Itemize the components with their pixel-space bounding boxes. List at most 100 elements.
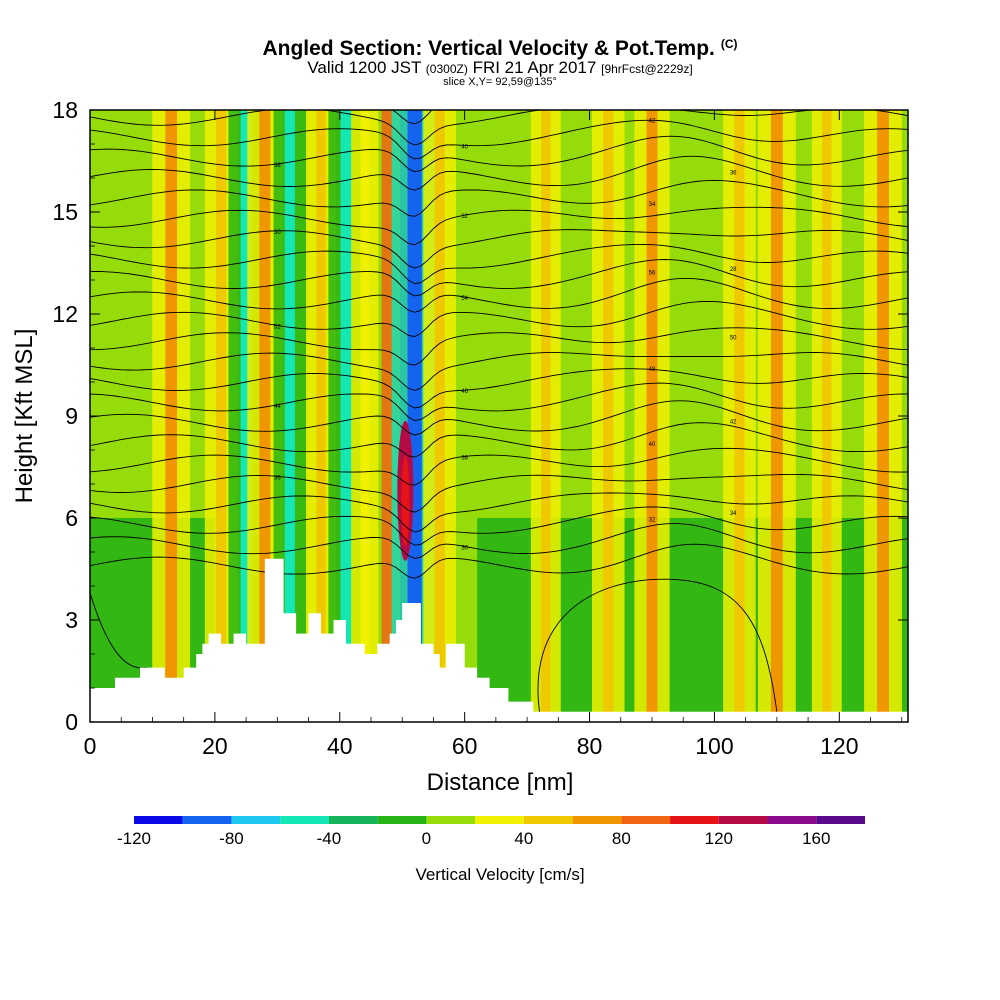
colorbar-tick-label: 160 xyxy=(802,829,830,848)
colorbar-label: Vertical Velocity [cm/s] xyxy=(415,865,585,884)
x-tick-label: 60 xyxy=(452,733,478,759)
isentrope-label: 40 xyxy=(461,144,468,150)
slice-label: slice X,Y= 92,59@135° xyxy=(443,76,557,88)
velocity-band xyxy=(407,110,422,722)
x-axis-label: Distance [nm] xyxy=(427,769,574,796)
isentrope-label: 30 xyxy=(274,230,281,236)
colorbar-tick-label: -40 xyxy=(317,829,342,848)
colorbar-tick-label: 120 xyxy=(705,829,733,848)
terrain-profile xyxy=(90,558,908,722)
isentrope-line xyxy=(90,447,908,486)
x-tick-label: 80 xyxy=(577,733,603,759)
velocity-band xyxy=(603,110,614,722)
isentrope-line xyxy=(90,229,908,269)
isentrope-line xyxy=(90,259,908,297)
isentrope-label: 56 xyxy=(649,271,656,277)
colorbar-swatch xyxy=(328,816,378,824)
isentrope-line xyxy=(90,352,908,391)
isentrope-label: 44 xyxy=(730,95,737,101)
velocity-band xyxy=(434,110,445,722)
isentrope-label: 44 xyxy=(274,404,281,410)
subtitle-utc: (0300Z) xyxy=(425,62,468,76)
isentrope-label: 38 xyxy=(461,455,468,461)
colorbar-swatch xyxy=(816,816,865,824)
colorbar-swatch xyxy=(767,816,817,824)
velocity-band xyxy=(259,110,271,722)
velocity-band xyxy=(877,110,889,722)
velocity-field xyxy=(90,110,908,722)
terrain-mask xyxy=(90,558,908,722)
velocity-band xyxy=(340,110,352,722)
colorbar-swatch xyxy=(621,816,671,824)
x-tick-label: 40 xyxy=(327,733,353,759)
velocity-band xyxy=(284,110,295,722)
colorbar-swatch xyxy=(377,816,427,824)
isentrope-line xyxy=(90,400,908,436)
colorbar-swatch xyxy=(523,816,573,824)
isentrope-label: 48 xyxy=(649,367,656,373)
velocity-band xyxy=(646,110,658,722)
isentrope-line xyxy=(90,206,908,246)
subtitle-forecast: [9hrFcst@2229z] xyxy=(601,62,693,76)
x-tick-label: 120 xyxy=(820,733,858,759)
velocity-band xyxy=(822,110,832,722)
x-tick-label: 100 xyxy=(695,733,733,759)
colorbar: -120 -80 -40 0 40 80 120 160 xyxy=(117,816,865,848)
colorbar-tick-label: -80 xyxy=(219,829,244,848)
isentrope-line xyxy=(90,368,908,409)
chart-title: Angled Section: Vertical Velocity & Pot.… xyxy=(262,37,738,60)
colorbar-swatch xyxy=(231,816,281,824)
colorbar-swatch xyxy=(718,816,768,824)
subtitle-date: FRI 21 Apr 2017 xyxy=(472,58,597,77)
isentrope-label: 40 xyxy=(649,442,656,448)
isentrope-line xyxy=(537,578,778,712)
colorbar-swatch xyxy=(572,816,622,824)
isentrope-label: 34 xyxy=(730,511,737,517)
y-tick-label: 15 xyxy=(52,199,78,225)
isentrope-line xyxy=(90,300,908,337)
isentrope-line xyxy=(90,543,908,579)
isentrope-label: 42 xyxy=(730,419,737,425)
y-tick-label: 6 xyxy=(65,505,78,531)
colorbar-tick-label: -120 xyxy=(117,829,151,848)
isentrope-line xyxy=(90,277,908,313)
isentrope-line xyxy=(90,473,908,513)
colorbar-tick-label: 40 xyxy=(514,829,533,848)
y-tick-label: 9 xyxy=(65,403,78,429)
isentrope-label: 34 xyxy=(649,202,656,208)
velocity-band xyxy=(360,110,369,722)
isentrope-label: 38 xyxy=(274,163,281,169)
velocity-band xyxy=(216,110,227,722)
isentrope-label: 42 xyxy=(649,118,656,124)
x-tick-label: 0 xyxy=(84,733,97,759)
isentrope-line xyxy=(90,492,908,533)
colorbar-swatch xyxy=(280,816,329,824)
isentrope-label: 36 xyxy=(730,171,737,177)
isentrope-line xyxy=(90,243,908,285)
velocity-band xyxy=(240,110,252,722)
y-tick-label: 12 xyxy=(52,301,78,327)
isentrope-label: 52 xyxy=(274,324,281,330)
isentrope-line xyxy=(90,523,908,559)
isentrope-line xyxy=(90,180,908,217)
isentrope-line xyxy=(90,119,908,160)
y-tick-label: 3 xyxy=(65,607,78,633)
isentrope-line xyxy=(90,110,908,146)
colorbar-swatch xyxy=(182,816,232,824)
isentrope-label: 28 xyxy=(730,267,737,273)
colorbar-swatch xyxy=(134,816,183,824)
colorbar-swatch xyxy=(475,816,524,824)
title-tag: (C) xyxy=(720,37,738,51)
velocity-band xyxy=(770,110,783,722)
colorbar-tick-label: 0 xyxy=(422,829,431,848)
isentrope-line xyxy=(90,155,908,191)
isentrope-label: 36 xyxy=(274,475,281,481)
isentrope-line xyxy=(90,506,908,546)
velocity-band xyxy=(541,110,551,722)
isentrope-line xyxy=(90,382,908,421)
velocity-band xyxy=(734,110,745,722)
isentrope-label: 50 xyxy=(730,336,737,342)
y-tick-label: 18 xyxy=(52,97,78,123)
